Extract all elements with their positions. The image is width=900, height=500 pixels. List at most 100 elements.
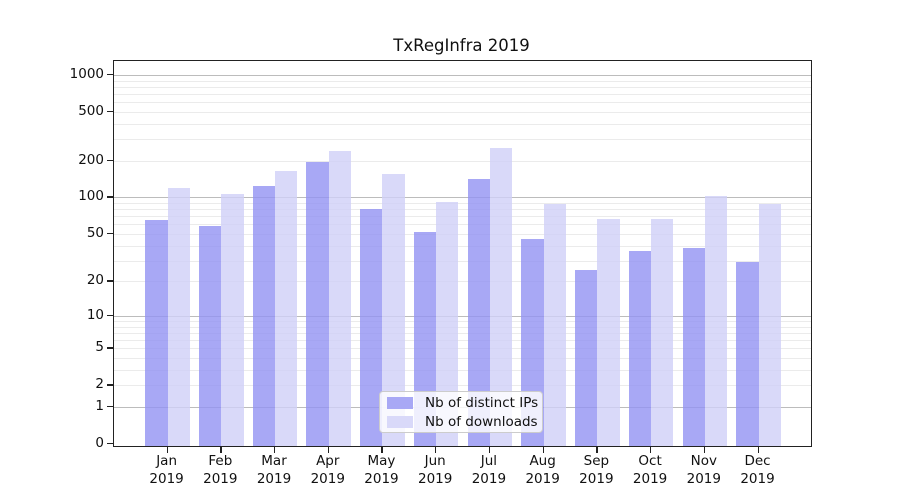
y-tick-mark bbox=[107, 347, 113, 349]
gridline-minor bbox=[114, 332, 811, 334]
y-tick-label: 100 bbox=[78, 188, 104, 205]
x-tick-mark bbox=[650, 447, 652, 453]
gridline-minor bbox=[114, 224, 811, 226]
gridline-minor bbox=[114, 281, 811, 283]
bar-distinct-ips-feb bbox=[199, 226, 222, 446]
gridline-minor bbox=[114, 216, 811, 218]
chart-title: TxRegInfra 2019 bbox=[393, 36, 530, 55]
gridline-major bbox=[114, 315, 811, 317]
y-tick-mark bbox=[107, 110, 113, 113]
bar-downloads-jun bbox=[436, 201, 459, 446]
x-tick-mark bbox=[327, 447, 330, 453]
x-tick-mark bbox=[542, 447, 544, 453]
plot-area bbox=[113, 60, 812, 447]
x-tick-label: Jan 2019 bbox=[149, 453, 184, 487]
bar-downloads-jul bbox=[489, 147, 513, 446]
y-tick-mark bbox=[107, 384, 113, 386]
bar-downloads-mar bbox=[275, 170, 298, 446]
gridline-minor bbox=[114, 203, 811, 205]
gridline-minor bbox=[114, 385, 811, 387]
x-tick-mark bbox=[166, 447, 168, 453]
x-tick-label: Mar 2019 bbox=[256, 453, 292, 487]
y-tick-label: 20 bbox=[86, 272, 104, 289]
bar-distinct-ips-jul bbox=[467, 178, 490, 446]
bar-downloads-may bbox=[382, 173, 405, 446]
y-tick-mark bbox=[107, 405, 113, 408]
legend-swatch-downloads bbox=[387, 415, 413, 428]
x-tick-mark bbox=[757, 447, 759, 453]
bar-downloads-dec bbox=[758, 203, 781, 446]
x-tick-mark bbox=[381, 447, 383, 453]
x-tick-mark bbox=[488, 447, 491, 453]
x-tick-label: Feb 2019 bbox=[203, 453, 238, 487]
gridline-minor bbox=[114, 102, 811, 104]
y-tick-mark bbox=[107, 196, 113, 198]
y-tick-mark bbox=[107, 159, 113, 161]
x-tick-label: Jul 2019 bbox=[471, 453, 507, 487]
x-tick-mark bbox=[596, 447, 598, 453]
bar-distinct-ips-sep bbox=[575, 269, 598, 446]
x-tick-label: May 2019 bbox=[364, 453, 399, 487]
bar-distinct-ips-mar bbox=[252, 185, 276, 446]
y-tick-label: 1000 bbox=[69, 65, 104, 82]
gridline-minor bbox=[114, 93, 811, 95]
x-tick-label: Sep 2019 bbox=[579, 453, 614, 487]
bar-distinct-ips-oct bbox=[628, 251, 652, 446]
y-tick-label: 1 bbox=[95, 397, 104, 414]
x-tick-label: Dec 2019 bbox=[740, 453, 775, 487]
x-tick-label: Oct 2019 bbox=[632, 453, 668, 487]
y-tick-label: 2 bbox=[95, 376, 104, 393]
gridline-minor bbox=[114, 80, 811, 82]
x-tick-mark bbox=[435, 447, 437, 453]
bar-distinct-ips-dec bbox=[736, 262, 759, 446]
gridline-major bbox=[114, 74, 811, 76]
x-tick-label: Jun 2019 bbox=[418, 453, 453, 487]
gridline-minor bbox=[114, 358, 811, 360]
gridline-minor bbox=[114, 123, 811, 125]
gridline-minor bbox=[114, 86, 811, 88]
y-tick-label: 5 bbox=[95, 339, 104, 356]
y-tick-label: 50 bbox=[86, 224, 104, 241]
legend-label-distinct-ips: Nb of distinct IPs bbox=[425, 394, 539, 411]
y-tick-label: 200 bbox=[78, 151, 104, 168]
gridline-minor bbox=[114, 209, 811, 211]
y-tick-mark bbox=[107, 73, 113, 76]
y-tick-mark bbox=[107, 314, 113, 317]
bar-downloads-oct bbox=[651, 219, 674, 446]
x-tick-mark bbox=[274, 447, 276, 453]
y-tick-label: 0 bbox=[95, 435, 104, 451]
legend-swatch-distinct-ips bbox=[387, 396, 413, 409]
bar-downloads-nov bbox=[704, 195, 728, 446]
legend-item-downloads: Nb of downloads bbox=[380, 413, 542, 430]
bar-downloads-sep bbox=[597, 219, 620, 446]
x-tick-label: Apr 2019 bbox=[310, 453, 345, 487]
bar-distinct-ips-nov bbox=[682, 248, 705, 446]
x-tick-label: Nov 2019 bbox=[686, 453, 721, 487]
gridline-minor bbox=[114, 348, 811, 350]
x-tick-mark bbox=[220, 447, 222, 453]
bar-downloads-aug bbox=[543, 204, 566, 446]
legend: Nb of distinct IPs Nb of downloads bbox=[379, 391, 543, 433]
bar-distinct-ips-apr bbox=[306, 162, 329, 446]
bar-distinct-ips-may bbox=[360, 208, 383, 446]
gridline-minor bbox=[114, 245, 811, 247]
gridline-minor bbox=[114, 326, 811, 328]
gridline-minor bbox=[114, 111, 811, 113]
gridline-minor bbox=[114, 233, 811, 235]
legend-label-downloads: Nb of downloads bbox=[425, 413, 538, 430]
y-tick-mark bbox=[107, 443, 113, 445]
x-tick-mark bbox=[703, 447, 706, 453]
gridline-minor bbox=[114, 260, 811, 262]
y-tick-label: 500 bbox=[78, 102, 104, 119]
gridline-minor bbox=[114, 369, 811, 371]
bar-downloads-apr bbox=[328, 151, 352, 446]
gridline-minor bbox=[114, 340, 811, 342]
legend-item-distinct-ips: Nb of distinct IPs bbox=[380, 394, 542, 411]
y-tick-mark bbox=[107, 280, 113, 282]
gridline-minor bbox=[114, 321, 811, 322]
gridline-minor bbox=[114, 139, 811, 141]
gridline-minor bbox=[114, 160, 811, 162]
bar-downloads-feb bbox=[221, 193, 244, 446]
y-tick-mark bbox=[107, 232, 113, 235]
